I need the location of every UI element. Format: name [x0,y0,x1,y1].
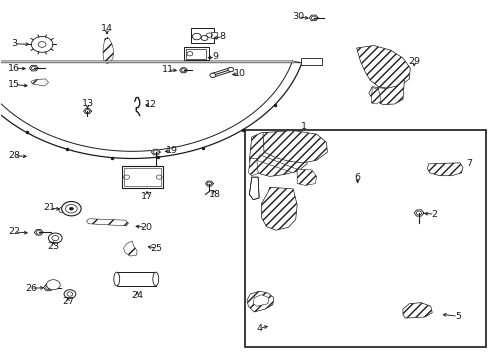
Text: 4: 4 [256,324,262,333]
Polygon shape [123,241,137,256]
Polygon shape [151,149,160,155]
Polygon shape [261,187,297,230]
Polygon shape [309,15,318,21]
Text: 27: 27 [62,297,74,306]
Polygon shape [297,169,316,185]
Text: 25: 25 [150,244,163,253]
Text: 1: 1 [301,122,306,131]
Polygon shape [34,230,43,235]
Bar [123,168,160,186]
Polygon shape [31,79,48,86]
Bar [245,130,485,347]
Bar [117,272,156,286]
Text: 22: 22 [8,228,20,237]
Polygon shape [86,219,128,226]
Polygon shape [43,284,53,291]
Bar [122,166,163,188]
Circle shape [46,280,60,290]
Text: 29: 29 [407,57,419,66]
Polygon shape [29,65,38,71]
Polygon shape [248,158,258,176]
Circle shape [227,67,233,72]
Text: 15: 15 [8,80,20,89]
Polygon shape [402,303,431,318]
Text: 2: 2 [431,210,437,219]
Polygon shape [253,295,268,306]
Text: 12: 12 [144,100,157,109]
Bar [211,32,217,39]
Text: 13: 13 [81,99,93,108]
Circle shape [61,202,81,216]
Polygon shape [256,155,297,173]
Circle shape [69,207,73,210]
Polygon shape [103,39,114,63]
Text: 26: 26 [25,284,37,293]
Polygon shape [249,177,259,200]
Bar [185,49,206,59]
Text: 5: 5 [454,312,460,321]
Circle shape [64,290,76,298]
Polygon shape [368,80,404,105]
Text: 28: 28 [8,151,20,160]
Bar [183,47,208,60]
Text: 6: 6 [354,173,360,182]
Text: 18: 18 [209,190,221,199]
Bar [190,28,214,43]
Text: 11: 11 [161,66,173,75]
Bar [300,58,322,64]
Text: 10: 10 [233,69,245,78]
Polygon shape [263,131,327,163]
Polygon shape [179,68,187,73]
Text: 23: 23 [47,242,60,251]
Ellipse shape [114,272,120,286]
Text: 3: 3 [11,39,18,48]
Text: 16: 16 [8,64,20,73]
Text: 7: 7 [465,159,471,168]
Text: 21: 21 [43,203,55,212]
Polygon shape [246,291,273,312]
Text: 8: 8 [219,32,225,41]
Text: 19: 19 [166,146,178,155]
Polygon shape [205,181,213,186]
Text: 14: 14 [101,24,113,33]
Ellipse shape [153,272,158,286]
Circle shape [48,233,62,243]
Text: 17: 17 [141,192,153,201]
Polygon shape [370,87,380,104]
Polygon shape [249,133,308,176]
Polygon shape [356,45,409,89]
Polygon shape [31,37,53,52]
Polygon shape [413,210,423,216]
Circle shape [209,73,215,77]
Text: 20: 20 [140,223,152,232]
Text: 30: 30 [291,12,304,21]
Polygon shape [0,61,301,158]
Text: 24: 24 [131,291,143,300]
Polygon shape [427,163,462,176]
Polygon shape [0,61,301,63]
Text: 9: 9 [212,53,218,62]
Polygon shape [83,109,91,114]
Polygon shape [58,207,68,213]
